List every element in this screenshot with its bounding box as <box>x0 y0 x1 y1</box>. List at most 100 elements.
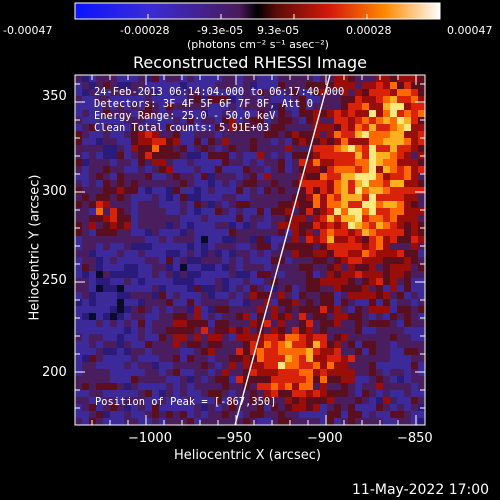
flux-pixel <box>75 138 82 145</box>
flux-pixel <box>138 173 145 180</box>
flux-pixel <box>222 194 229 201</box>
flux-pixel <box>222 313 229 320</box>
x-tick-1000: −1000 <box>128 431 172 446</box>
flux-pixel <box>75 159 82 166</box>
flux-pixel <box>320 250 327 257</box>
flux-pixel <box>215 334 222 341</box>
flux-pixel <box>376 117 383 124</box>
flux-pixel <box>397 327 404 334</box>
flux-pixel <box>313 397 320 404</box>
flux-pixel <box>236 334 243 341</box>
flux-pixel <box>411 334 418 341</box>
flux-pixel <box>152 355 159 362</box>
flux-pixel <box>236 117 243 124</box>
flux-pixel <box>110 250 117 257</box>
flux-pixel <box>250 82 257 89</box>
flux-pixel <box>257 89 264 96</box>
flux-pixel <box>166 103 173 110</box>
flux-pixel <box>292 243 299 250</box>
flux-pixel <box>404 124 411 131</box>
flux-pixel <box>229 208 236 215</box>
flux-pixel <box>327 82 334 89</box>
flux-pixel <box>229 341 236 348</box>
flux-pixel <box>75 124 82 131</box>
flux-pixel <box>299 89 306 96</box>
flux-pixel <box>411 187 418 194</box>
flux-pixel <box>390 131 397 138</box>
flux-pixel <box>306 138 313 145</box>
flux-pixel <box>180 383 187 390</box>
flux-pixel <box>89 362 96 369</box>
flux-pixel <box>180 362 187 369</box>
flux-pixel <box>131 166 138 173</box>
flux-pixel <box>299 187 306 194</box>
flux-pixel <box>334 110 341 117</box>
flux-pixel <box>138 411 145 418</box>
flux-pixel <box>327 271 334 278</box>
flux-pixel <box>131 348 138 355</box>
flux-pixel <box>376 397 383 404</box>
flux-pixel <box>159 257 166 264</box>
flux-pixel <box>194 180 201 187</box>
flux-pixel <box>348 138 355 145</box>
flux-pixel <box>271 355 278 362</box>
flux-pixel <box>355 411 362 418</box>
flux-pixel <box>96 82 103 89</box>
flux-pixel <box>264 89 271 96</box>
flux-pixel <box>243 152 250 159</box>
flux-pixel <box>131 131 138 138</box>
flux-pixel <box>271 397 278 404</box>
flux-pixel <box>271 222 278 229</box>
flux-pixel <box>285 313 292 320</box>
flux-pixel <box>404 96 411 103</box>
flux-pixel <box>110 327 117 334</box>
flux-pixel <box>320 138 327 145</box>
flux-pixel <box>208 159 215 166</box>
flux-pixel <box>418 236 425 243</box>
flux-pixel <box>264 215 271 222</box>
flux-pixel <box>250 124 257 131</box>
flux-pixel <box>285 208 292 215</box>
flux-pixel <box>89 201 96 208</box>
flux-pixel <box>383 292 390 299</box>
flux-pixel <box>131 250 138 257</box>
flux-pixel <box>124 110 131 117</box>
flux-pixel <box>397 103 404 110</box>
flux-pixel <box>285 75 292 82</box>
flux-pixel <box>285 229 292 236</box>
flux-pixel <box>250 222 257 229</box>
flux-pixel <box>306 117 313 124</box>
flux-pixel <box>201 145 208 152</box>
flux-pixel <box>173 152 180 159</box>
flux-pixel <box>313 306 320 313</box>
flux-pixel <box>117 397 124 404</box>
flux-pixel <box>327 264 334 271</box>
flux-pixel <box>138 278 145 285</box>
flux-pixel <box>103 194 110 201</box>
flux-pixel <box>187 376 194 383</box>
flux-pixel <box>306 187 313 194</box>
flux-pixel <box>313 411 320 418</box>
flux-pixel <box>327 222 334 229</box>
flux-pixel <box>327 278 334 285</box>
flux-pixel <box>145 117 152 124</box>
flux-pixel <box>215 96 222 103</box>
flux-pixel <box>264 341 271 348</box>
flux-pixel <box>243 96 250 103</box>
flux-pixel <box>313 376 320 383</box>
flux-pixel <box>418 411 425 418</box>
flux-pixel <box>369 229 376 236</box>
flux-pixel <box>257 208 264 215</box>
flux-pixel <box>369 166 376 173</box>
flux-pixel <box>145 180 152 187</box>
flux-pixel <box>145 306 152 313</box>
flux-pixel <box>327 362 334 369</box>
flux-pixel <box>264 145 271 152</box>
flux-pixel <box>355 369 362 376</box>
flux-pixel <box>306 159 313 166</box>
flux-pixel <box>82 362 89 369</box>
flux-pixel <box>194 96 201 103</box>
flux-pixel <box>117 145 124 152</box>
flux-pixel <box>334 236 341 243</box>
flux-pixel <box>215 131 222 138</box>
